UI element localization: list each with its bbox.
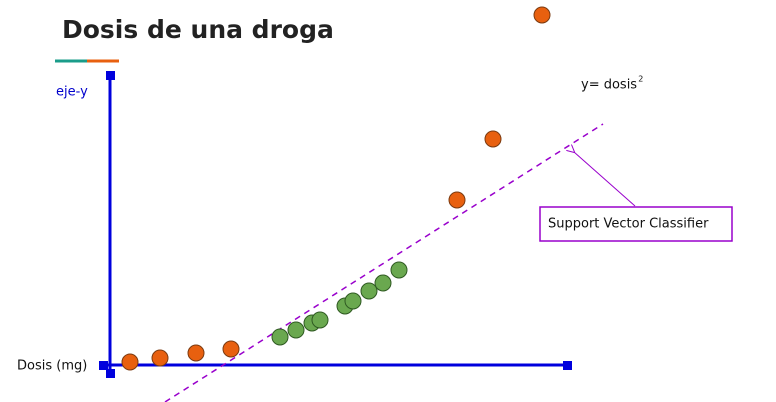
axis-end xyxy=(106,369,115,378)
axis-end xyxy=(106,71,115,80)
point xyxy=(448,191,466,209)
formula: y= dosis xyxy=(581,78,637,93)
classifier-label: Support Vector Classifier xyxy=(548,217,709,232)
label-box xyxy=(539,206,733,242)
title: Dosis de una droga xyxy=(62,15,334,44)
point xyxy=(121,353,139,371)
point xyxy=(344,292,362,310)
point xyxy=(222,340,240,358)
point xyxy=(271,328,289,346)
classifier-line xyxy=(164,123,604,402)
point xyxy=(287,321,305,339)
point xyxy=(533,6,551,24)
point xyxy=(151,349,169,367)
arrow xyxy=(574,152,636,207)
point xyxy=(187,344,205,362)
formula-exponent: 2 xyxy=(638,75,643,84)
point xyxy=(390,261,408,279)
point xyxy=(311,311,329,329)
x-label: Dosis (mg) xyxy=(17,359,87,374)
point xyxy=(484,130,502,148)
point xyxy=(374,274,392,292)
y-label: eje-y xyxy=(56,85,88,100)
axis-end xyxy=(99,361,108,370)
point xyxy=(360,282,378,300)
points xyxy=(121,6,551,371)
axis-end xyxy=(563,361,572,370)
